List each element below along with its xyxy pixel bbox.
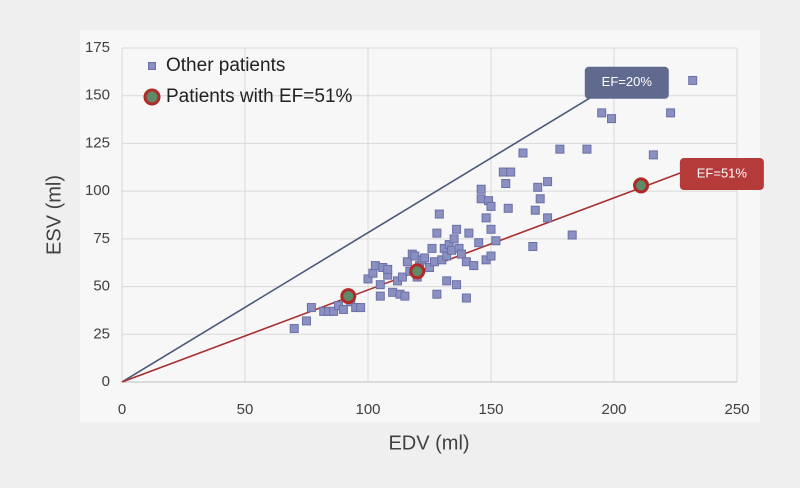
x-tick-label: 250 <box>724 401 749 418</box>
point <box>388 287 398 297</box>
point <box>476 184 486 194</box>
y-tick-label: 0 <box>102 373 110 390</box>
point <box>143 88 161 106</box>
point <box>555 144 565 154</box>
point <box>648 150 658 160</box>
callout-label: EF=20% <box>602 74 653 89</box>
point <box>456 249 466 259</box>
point <box>329 306 339 316</box>
point <box>442 251 452 261</box>
point <box>432 289 442 299</box>
point <box>340 288 357 305</box>
x-tick-label: 200 <box>601 401 626 418</box>
point <box>400 291 410 301</box>
point <box>518 148 528 158</box>
point <box>461 257 471 267</box>
point <box>481 213 491 223</box>
point <box>688 75 698 85</box>
point <box>452 224 462 234</box>
point <box>597 108 607 118</box>
point <box>148 62 156 70</box>
point <box>533 182 543 192</box>
point <box>491 236 501 246</box>
point <box>486 201 496 211</box>
point <box>501 179 511 189</box>
point <box>383 264 393 274</box>
point <box>338 304 348 314</box>
legend-label: Other patients <box>166 55 285 76</box>
point <box>375 291 385 301</box>
point <box>306 303 316 313</box>
point <box>607 114 617 124</box>
point <box>464 228 474 238</box>
point <box>425 262 434 272</box>
y-tick-label: 150 <box>85 87 110 104</box>
point <box>474 238 484 248</box>
point <box>368 268 378 278</box>
x-axis-title: EDV (ml) <box>388 432 469 454</box>
point <box>427 243 437 253</box>
y-tick-label: 50 <box>93 278 110 295</box>
x-tick-label: 0 <box>118 401 126 418</box>
point <box>503 203 513 213</box>
point <box>582 144 592 154</box>
point <box>633 177 650 194</box>
legend-label: Patients with EF=51% <box>166 86 353 107</box>
point <box>498 167 508 177</box>
point <box>397 272 407 282</box>
point <box>567 230 577 240</box>
x-tick-label: 150 <box>478 401 503 418</box>
point <box>543 213 553 223</box>
callout-label: EF=51% <box>697 165 748 180</box>
point <box>528 241 538 251</box>
point <box>363 274 373 284</box>
y-axis-title: ESV (ml) <box>43 175 65 255</box>
y-tick-label: 100 <box>85 182 110 199</box>
point <box>535 194 545 204</box>
y-tick-label: 175 <box>85 39 110 56</box>
point <box>461 293 471 303</box>
point <box>447 245 457 255</box>
point <box>375 280 385 290</box>
callout-box <box>679 158 764 191</box>
x-tick-label: 100 <box>355 401 380 418</box>
point <box>543 177 553 187</box>
x-tick-label: 50 <box>237 401 254 418</box>
y-tick-label: 75 <box>93 230 110 247</box>
point <box>302 316 311 326</box>
point <box>452 280 462 290</box>
point <box>530 205 540 215</box>
point <box>476 194 486 204</box>
point <box>486 224 496 234</box>
point <box>666 108 676 118</box>
y-tick-label: 25 <box>93 325 110 342</box>
point <box>486 251 496 261</box>
point <box>442 276 452 286</box>
point <box>449 234 459 244</box>
reference-line <box>121 93 598 383</box>
point <box>506 167 516 177</box>
point <box>402 257 412 267</box>
point <box>370 261 380 271</box>
point <box>434 209 444 219</box>
point <box>356 303 366 313</box>
point <box>409 263 426 280</box>
point <box>432 228 442 238</box>
callout-box <box>584 66 669 99</box>
point <box>429 257 439 267</box>
point <box>420 253 430 263</box>
point <box>469 261 479 271</box>
point <box>410 251 420 261</box>
y-tick-label: 125 <box>85 134 110 151</box>
point <box>289 324 299 334</box>
